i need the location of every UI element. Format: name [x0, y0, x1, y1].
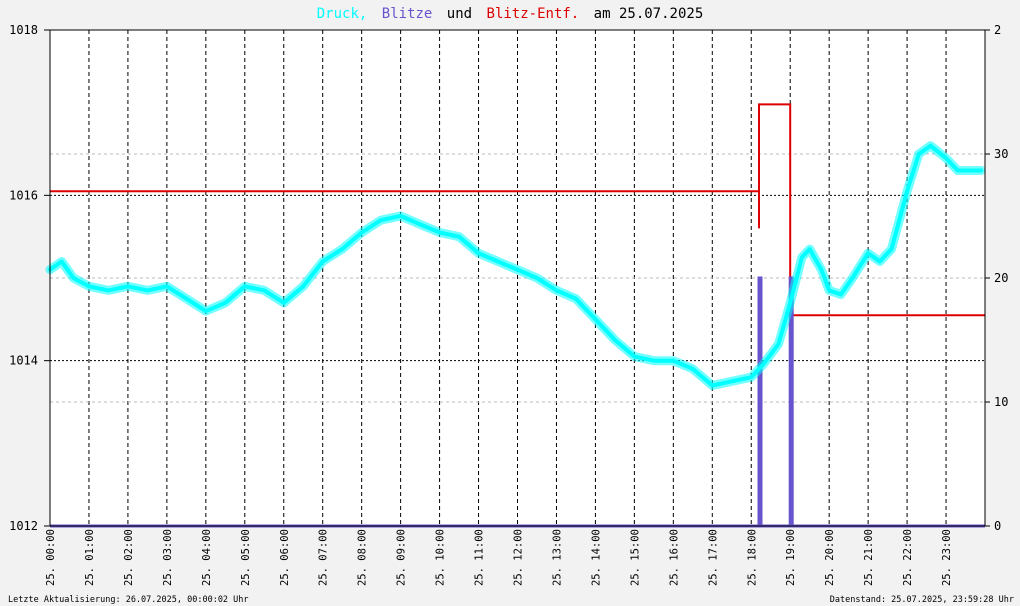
x-tick-label: 25. 11:00: [474, 529, 486, 586]
y-right-tick-label: 10: [994, 395, 1008, 409]
x-tick-label: 25. 15:00: [629, 529, 641, 586]
x-tick-label: 25. 05:00: [240, 529, 252, 586]
x-tick-label: 25. 09:00: [396, 529, 408, 586]
x-tick-label: 25. 12:00: [513, 529, 525, 586]
footer-right: Datenstand: 25.07.2025, 23:59:28 Uhr: [830, 595, 1014, 605]
title-druck: Druck,: [317, 6, 368, 22]
x-tick-label: 25. 02:00: [123, 529, 135, 586]
y-left-tick-label: 1018: [9, 23, 38, 37]
x-tick-label: 25. 00:00: [45, 529, 57, 586]
x-tick-label: 25. 14:00: [590, 529, 602, 586]
x-tick-label: 25. 06:00: [279, 529, 291, 586]
x-tick-label: 25. 18:00: [746, 529, 758, 586]
y-right-tick-label: 2: [994, 23, 1001, 37]
x-tick-label: 25. 03:00: [162, 529, 174, 586]
title-blitze: Blitze: [382, 6, 433, 22]
x-tick-label: 25. 10:00: [435, 529, 447, 586]
x-tick-label: 25. 19:00: [785, 529, 797, 586]
x-tick-label: 25. 17:00: [707, 529, 719, 586]
x-tick-label: 25. 20:00: [824, 529, 836, 586]
y-left-tick-label: 1014: [9, 354, 38, 368]
y-right-tick-label: 30: [994, 147, 1008, 161]
title-entf: Blitz-Entf.: [487, 6, 580, 22]
y-right-tick-label: 20: [994, 271, 1008, 285]
y-left-tick-label: 1016: [9, 188, 38, 202]
chart-title: Druck, Blitze und Blitz-Entf. am 25.07.2…: [317, 6, 704, 22]
x-tick-label: 25. 08:00: [357, 529, 369, 586]
y-right-tick-label: 0: [994, 519, 1001, 533]
x-tick-label: 25. 23:00: [941, 529, 953, 586]
title-und: und: [447, 6, 472, 22]
x-tick-label: 25. 04:00: [201, 529, 213, 586]
x-tick-label: 25. 07:00: [318, 529, 330, 586]
axis-labels: 1012 1014 1016 1018 0 10 20 30 2 25. 00:00 25. 01:…: [9, 23, 1008, 586]
series-druck-line: [48, 143, 984, 388]
title-date: am 25.07.2025: [594, 6, 704, 22]
grid: [50, 30, 985, 526]
x-tick-label: 25. 01:00: [84, 529, 96, 586]
x-tick-label: 25. 13:00: [551, 529, 563, 586]
x-tick-label: 25. 22:00: [902, 529, 914, 586]
footer-left: Letzte Aktualisierung: 26.07.2025, 00:00…: [8, 595, 249, 605]
y-left-tick-label: 1012: [9, 519, 38, 533]
x-tick-label: 25. 16:00: [668, 529, 680, 586]
x-tick-label: 25. 21:00: [863, 529, 875, 586]
